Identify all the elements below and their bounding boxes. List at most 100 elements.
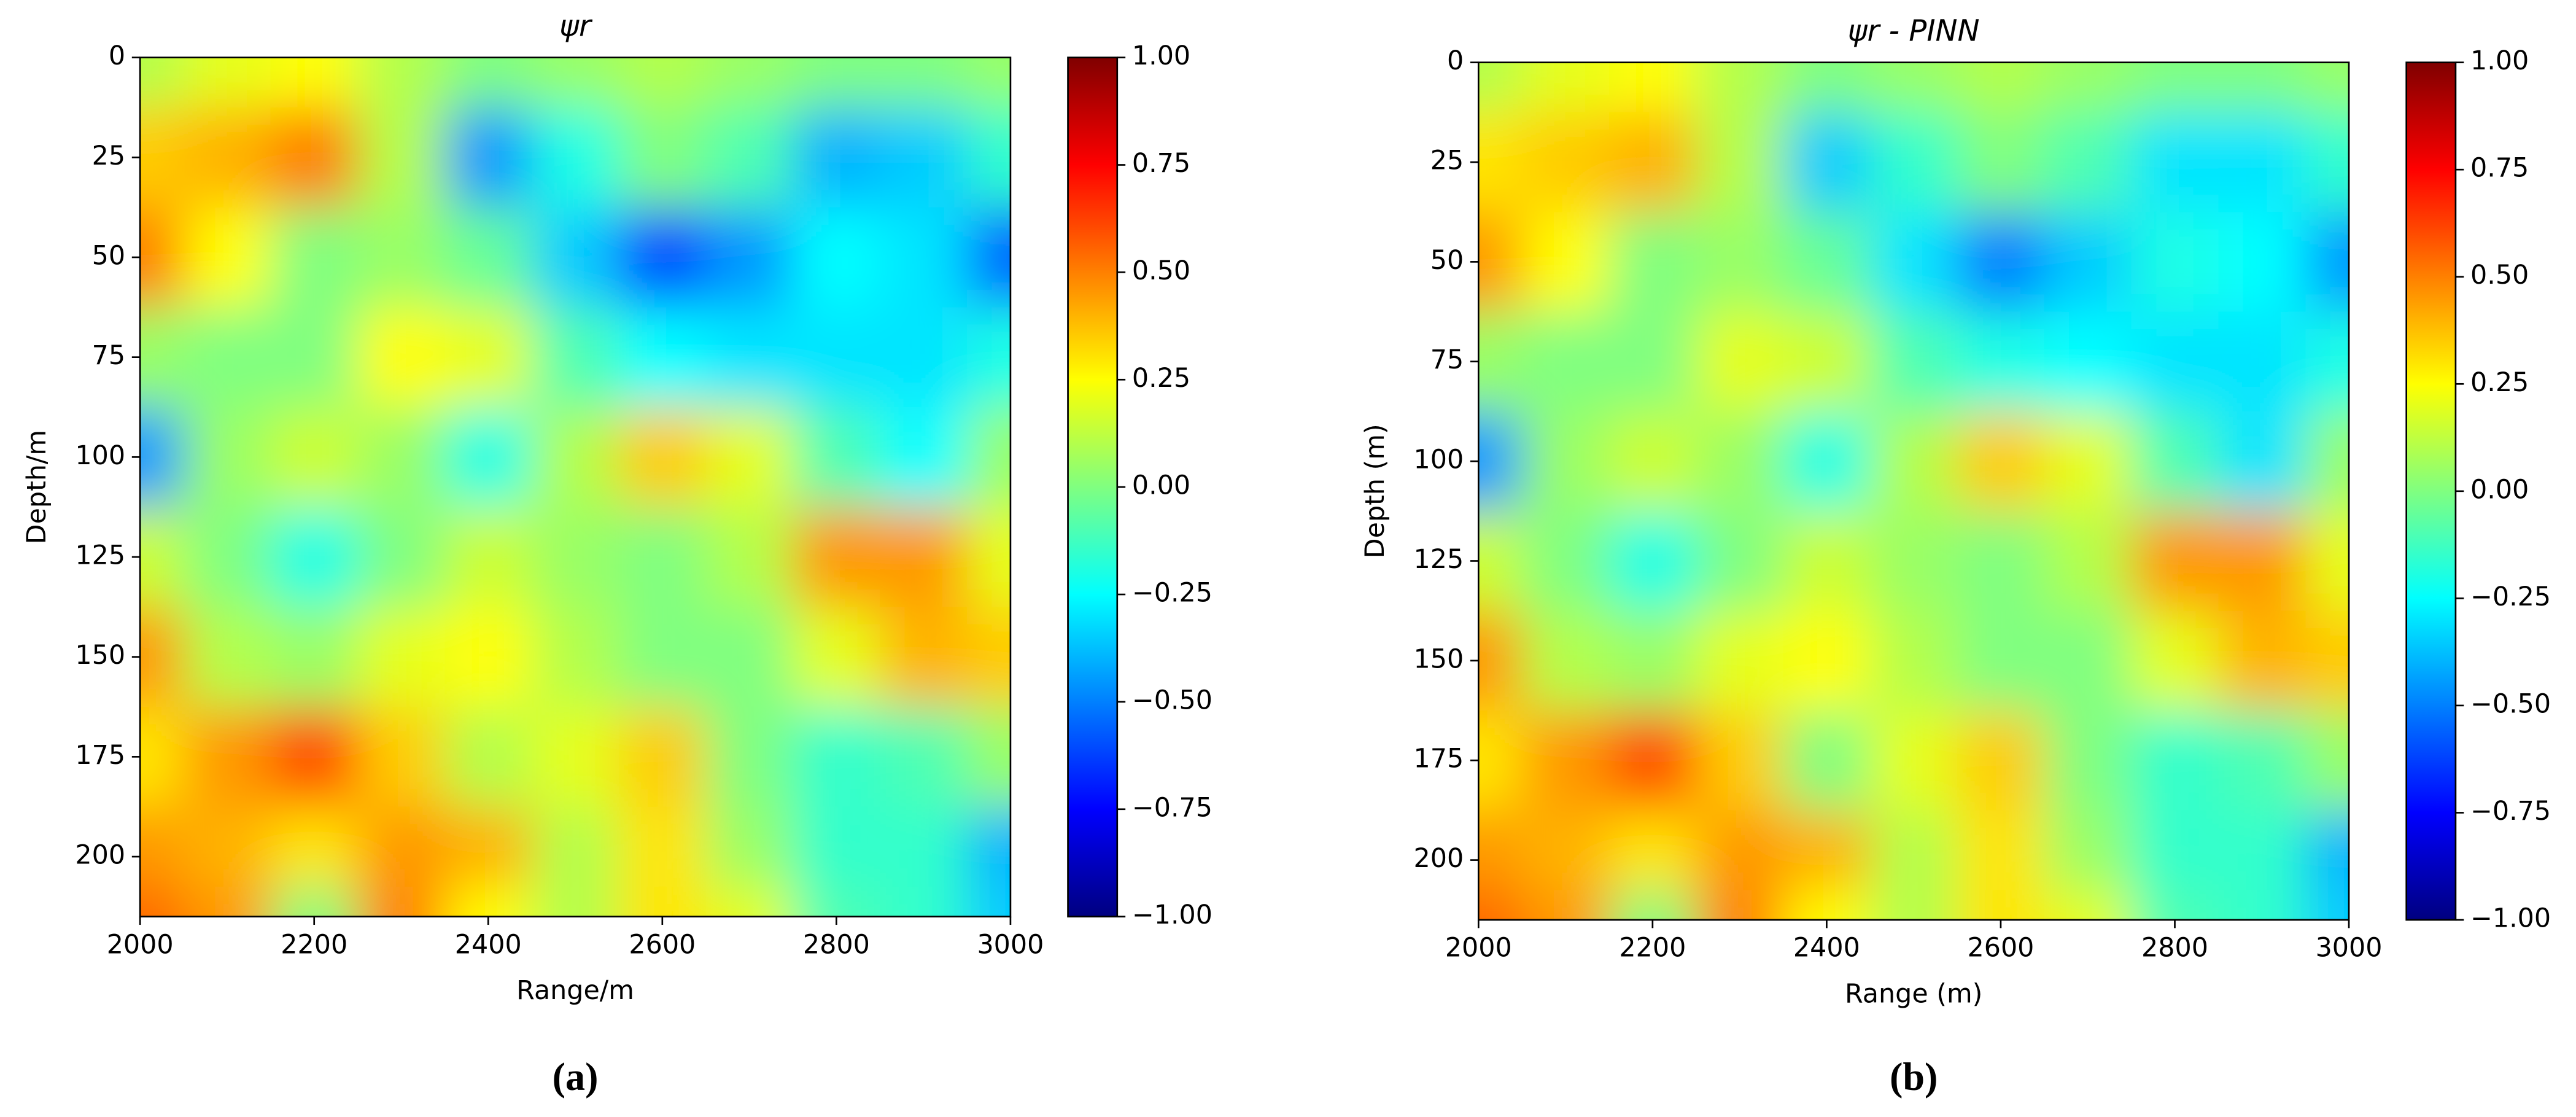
heatmap-cell: [2044, 411, 2132, 512]
heatmap-cell: [1522, 112, 1610, 213]
heatmap: [140, 57, 1011, 917]
heatmap-cell: [357, 107, 446, 208]
heatmap-cell: [705, 57, 794, 109]
heatmap-cell: [357, 507, 446, 608]
heatmap-cell: [140, 407, 185, 508]
panel-caption: (a): [553, 1055, 599, 1099]
heatmap-cell: [880, 57, 968, 109]
heatmap-cell: [2305, 710, 2349, 811]
heatmap-cell: [444, 607, 533, 708]
heatmap-cell: [2305, 610, 2349, 712]
colorbar-tick-label: 0.25: [1132, 363, 1190, 394]
heatmap-cell: [270, 806, 359, 888]
heatmap-cell: [2218, 810, 2306, 891]
heatmap-cell: [532, 307, 620, 408]
heatmap-cell: [1783, 710, 1871, 811]
heatmap-cell: [2131, 411, 2219, 512]
heatmap-cell: [1696, 610, 1784, 712]
heatmap-cell: [444, 207, 533, 308]
heatmap-cell: [2131, 311, 2219, 413]
heatmap-cell: [357, 607, 446, 708]
heatmap-cell: [705, 886, 794, 917]
x-tick-label: 2800: [803, 929, 870, 960]
colorbar-tick-label: −0.50: [2470, 688, 2551, 719]
heatmap-cell: [270, 707, 359, 808]
heatmap-cell: [532, 886, 620, 917]
y-tick-label: 25: [92, 141, 125, 171]
heatmap-cell: [1783, 212, 1871, 313]
heatmap-cell: [444, 707, 533, 808]
y-tick-label: 125: [1414, 544, 1464, 575]
heatmap-cell: [444, 507, 533, 608]
heatmap-cell: [1478, 710, 1523, 811]
heatmap-cell: [2131, 511, 2219, 612]
x-tick-label: 2400: [1793, 933, 1860, 963]
heatmap-cell: [140, 507, 185, 608]
heatmap-cell: [532, 57, 620, 109]
heatmap-cell: [2218, 610, 2306, 712]
colorbar-tick-label: 0.75: [2470, 153, 2529, 184]
heatmap-cell: [2044, 890, 2132, 920]
colorbar-tick-label: −0.75: [1132, 792, 1212, 823]
heatmap: [1478, 62, 2349, 920]
heatmap-cell: [2044, 511, 2132, 612]
colorbar-tick-label: −0.25: [1132, 578, 1212, 609]
heatmap-cell: [1870, 311, 1958, 413]
heatmap-cell: [967, 607, 1011, 708]
heatmap-cell: [2218, 62, 2306, 114]
y-tick-label: 100: [75, 440, 125, 471]
heatmap-cell: [1478, 810, 1523, 891]
heatmap-cell: [532, 507, 620, 608]
heatmap-cell: [705, 207, 794, 308]
x-tick-label: 2200: [1619, 933, 1686, 963]
heatmap-cell: [1522, 511, 1610, 612]
colorbar-tick-label: 1.00: [2470, 45, 2529, 76]
heatmap-cell: [2218, 411, 2306, 512]
y-tick-label: 75: [92, 340, 125, 371]
heatmap-cell: [2044, 710, 2132, 811]
heatmap-cells: [1478, 62, 2349, 920]
heatmap-cell: [2131, 610, 2219, 712]
heatmap-cell: [1957, 810, 2046, 891]
heatmap-cell: [1522, 212, 1610, 313]
heatmap-cell: [1608, 112, 1697, 213]
heatmap-cell: [184, 607, 272, 708]
colorbar-tick-label: 0.75: [1132, 148, 1190, 179]
x-tick-label: 2600: [629, 929, 696, 960]
heatmap-cell: [1870, 62, 1958, 114]
heatmap-cell: [270, 207, 359, 308]
y-tick-label: 75: [1430, 344, 1464, 375]
heatmap-cell: [2044, 112, 2132, 213]
heatmap-cell: [1696, 112, 1784, 213]
heatmap-cell: [1608, 710, 1697, 811]
heatmap-cell: [2305, 212, 2349, 313]
heatmap-cell: [140, 107, 185, 208]
colorbar-tick-label: −1.00: [1132, 900, 1212, 930]
colorbar-tick-label: 1.00: [1132, 41, 1190, 71]
heatmap-cell: [2131, 710, 2219, 811]
x-tick-label: 2000: [107, 929, 174, 960]
heatmap-cell: [880, 207, 968, 308]
y-tick-label: 150: [75, 640, 125, 671]
heatmap-cell: [618, 57, 707, 109]
heatmap-cell: [140, 707, 185, 808]
heatmap-cell: [967, 307, 1011, 408]
y-tick-label: 150: [1414, 644, 1464, 674]
heatmap-cell: [880, 707, 968, 808]
heatmap-cell: [1957, 411, 2046, 512]
heatmap-cell: [184, 707, 272, 808]
heatmap-cell: [967, 507, 1011, 608]
heatmap-cell: [1522, 810, 1610, 891]
heatmap-cell: [2131, 62, 2219, 114]
heatmap-cell: [880, 407, 968, 508]
heatmap-cell: [1957, 112, 2046, 213]
heatmap-cell: [1957, 62, 2046, 114]
heatmap-cell: [1696, 890, 1784, 920]
heatmap-cells: [140, 57, 1011, 917]
heatmap-cell: [1522, 710, 1610, 811]
plot-frame: [1477, 61, 2350, 921]
y-tick-label: 175: [1414, 744, 1464, 774]
heatmap-cell: [184, 57, 272, 109]
colorbar-tick-label: −1.00: [2470, 903, 2551, 934]
heatmap-cell: [2305, 411, 2349, 512]
